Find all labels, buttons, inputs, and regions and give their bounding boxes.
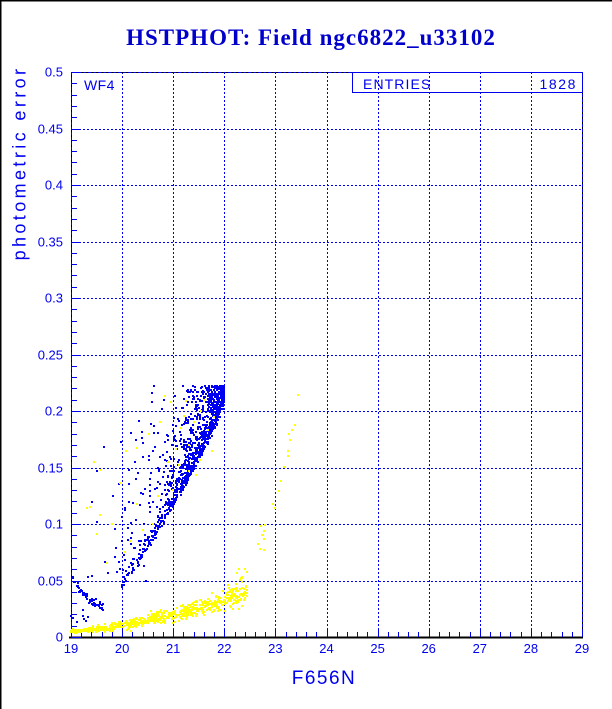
x-tick-label-29: 29 — [574, 641, 590, 656]
page-title: HSTPHOT: Field ngc6822_u33102 — [126, 25, 496, 50]
x-tick-label-27: 27 — [472, 641, 488, 656]
series-blue — [70, 385, 225, 623]
x-tick-label-25: 25 — [370, 641, 385, 656]
x-tick-label-19: 19 — [63, 641, 79, 656]
y-tick-label-0.05: 0.05 — [37, 573, 63, 588]
y-tick-label-0.2: 0.2 — [44, 403, 63, 419]
y-tick-label-0.35: 0.35 — [37, 234, 63, 249]
x-tick-label-26: 26 — [421, 641, 436, 656]
y-tick-label-0.15: 0.15 — [37, 460, 63, 475]
x-tick-label-23: 23 — [268, 641, 283, 656]
series-yellow-points — [70, 394, 299, 634]
x-tick-label-22: 22 — [217, 641, 232, 656]
stats-entries-label: ENTRIES — [363, 76, 432, 92]
y-tick-label-0.4: 0.4 — [44, 177, 63, 193]
y-tick-label-0: 0 — [55, 629, 63, 645]
x-tick-label-21: 21 — [165, 641, 181, 656]
stats-box — [352, 72, 583, 93]
detector-label: WF4 — [84, 77, 115, 93]
y-tick-label-0.1: 0.1 — [44, 516, 63, 532]
series-yellow — [70, 394, 299, 634]
x-axis-title: F656N — [291, 668, 357, 689]
y-tick-label-0.3: 0.3 — [44, 290, 63, 306]
stats-entries-value: 1828 — [539, 76, 577, 92]
x-tick-label-24: 24 — [319, 641, 334, 656]
y-axis-title: photometric error — [9, 65, 30, 261]
x-tick-label-20: 20 — [114, 641, 130, 656]
series-blue-points — [70, 385, 225, 623]
y-tick-label-0.45: 0.45 — [37, 121, 63, 136]
y-tick-label-0.5: 0.5 — [44, 64, 63, 80]
y-tick-label-0.25: 0.25 — [37, 347, 63, 362]
x-tick-label-28: 28 — [523, 641, 539, 656]
